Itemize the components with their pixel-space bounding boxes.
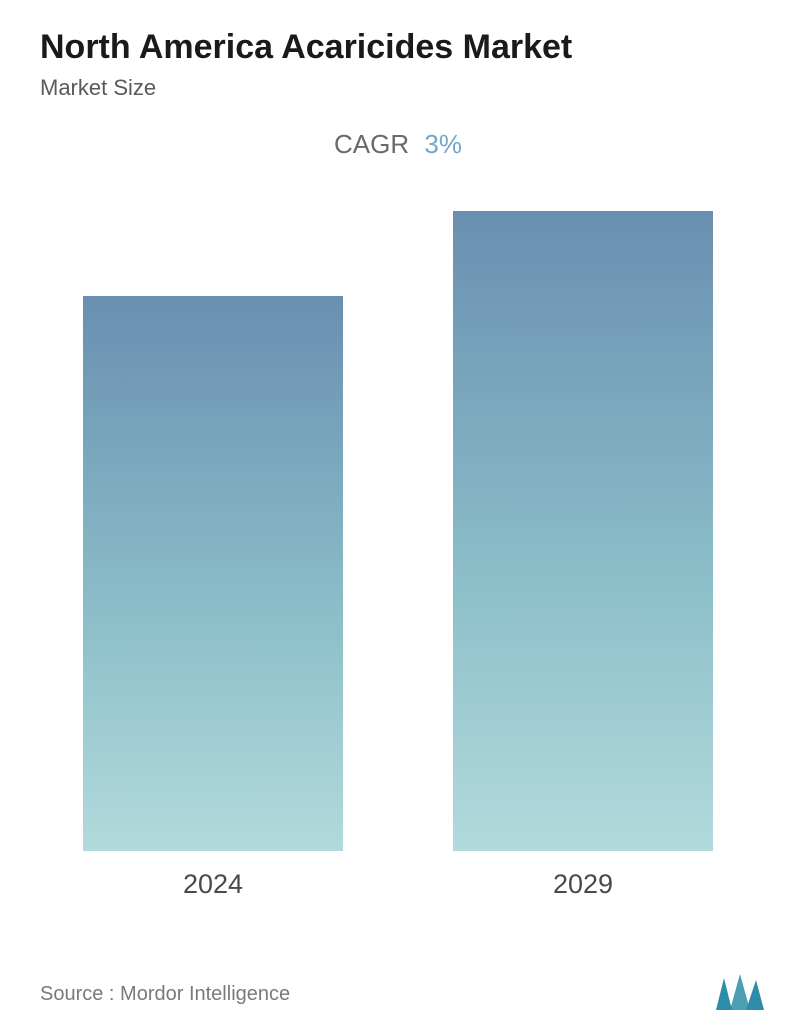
bar-1 bbox=[453, 211, 713, 851]
bar-label-0: 2024 bbox=[183, 869, 243, 900]
bar-group-0: 2024 bbox=[83, 296, 343, 900]
brand-logo-icon bbox=[714, 970, 766, 1012]
cagr-row: CAGR 3% bbox=[40, 129, 756, 160]
cagr-label: CAGR bbox=[334, 129, 409, 159]
cagr-value: 3% bbox=[424, 129, 462, 159]
source-text: Source : Mordor Intelligence bbox=[40, 983, 290, 1006]
bar-group-1: 2029 bbox=[453, 211, 713, 900]
chart-subtitle: Market Size bbox=[40, 75, 756, 101]
bar-label-1: 2029 bbox=[553, 869, 613, 900]
chart-title: North America Acaricides Market bbox=[40, 28, 756, 67]
chart-container: North America Acaricides Market Market S… bbox=[0, 0, 796, 1034]
chart-area: 2024 2029 bbox=[40, 260, 756, 900]
bar-0 bbox=[83, 296, 343, 851]
